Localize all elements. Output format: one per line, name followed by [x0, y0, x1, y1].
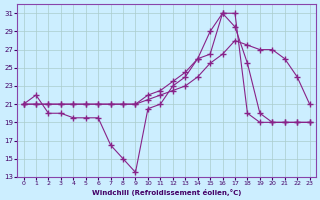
X-axis label: Windchill (Refroidissement éolien,°C): Windchill (Refroidissement éolien,°C)	[92, 189, 241, 196]
